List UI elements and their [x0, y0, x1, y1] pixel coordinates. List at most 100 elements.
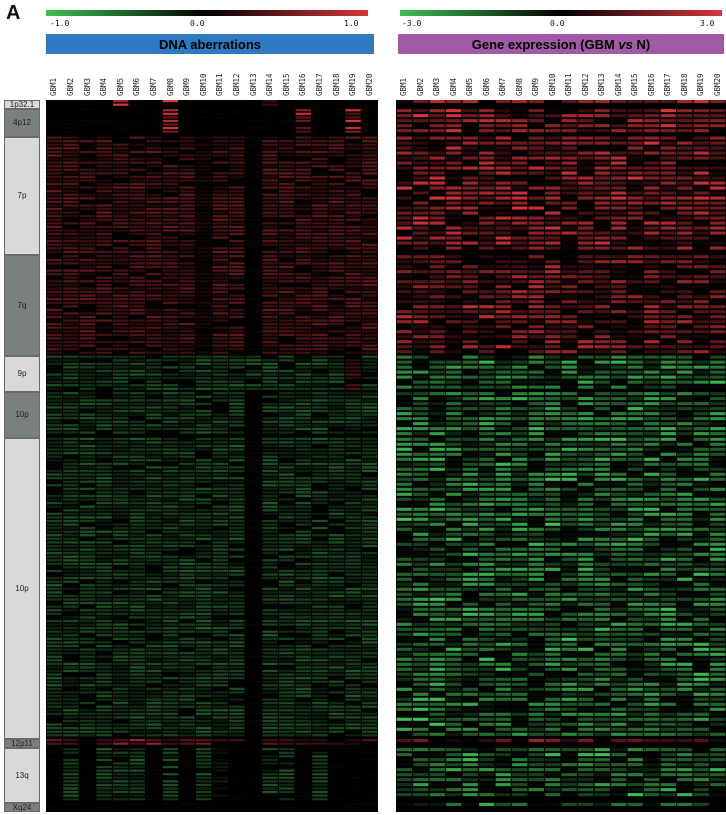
heatmap-cell — [63, 637, 79, 640]
heatmap-cell — [46, 377, 62, 380]
heatmap-cell — [113, 119, 129, 123]
heatmap-cell — [362, 734, 378, 737]
sample-label: GBM17 — [663, 73, 673, 96]
heatmap-cell — [312, 559, 328, 562]
heatmap-cell-group — [146, 802, 162, 809]
expr-scale-min: -3.0 — [402, 19, 422, 28]
heatmap-cell — [693, 129, 709, 133]
heatmap-cell — [512, 146, 528, 150]
heatmap-cell — [413, 295, 429, 299]
heatmap-cell — [229, 116, 245, 119]
heatmap-cell — [179, 301, 195, 304]
heatmap-cell — [362, 373, 378, 376]
heatmap-cell — [262, 276, 278, 279]
heatmap-cell — [212, 594, 228, 598]
heatmap-cell — [179, 193, 195, 196]
heatmap-cell — [312, 502, 328, 505]
heatmap-cell — [312, 580, 328, 583]
heatmap-cell — [129, 544, 145, 548]
heatmap-cell — [96, 452, 112, 455]
heatmap-cell — [229, 147, 245, 150]
heatmap-cell — [146, 326, 162, 329]
heatmap-cell — [245, 308, 262, 311]
heatmap-cell — [129, 762, 145, 765]
heatmap-cell-group — [479, 255, 495, 354]
heatmap-cell — [528, 305, 544, 309]
heatmap-cell — [179, 250, 195, 254]
heatmap-cell — [196, 742, 212, 745]
heatmap-cell — [611, 246, 627, 250]
heatmap-cell — [229, 652, 245, 655]
heatmap-cell — [146, 427, 162, 431]
heatmap-cell — [63, 709, 79, 712]
heatmap-cell — [212, 609, 228, 612]
heatmap-cell — [46, 580, 62, 583]
heatmap-cell — [212, 648, 228, 651]
heatmap-cell — [312, 373, 328, 376]
heatmap-cell — [295, 776, 311, 779]
heatmap-cell — [212, 154, 228, 157]
heatmap-cell — [262, 537, 278, 540]
heatmap-cell — [279, 301, 295, 304]
heatmap-cell — [295, 559, 311, 562]
heatmap-cell — [262, 197, 278, 200]
heatmap-cell — [279, 179, 295, 182]
heatmap-cell — [46, 659, 62, 662]
heatmap-cell — [79, 211, 96, 214]
heatmap-cell — [113, 136, 129, 139]
heatmap-cell-group — [129, 136, 145, 254]
heatmap-cell — [312, 509, 328, 512]
heatmap-cell — [396, 265, 412, 269]
heatmap-cell — [229, 337, 245, 340]
heatmap-cell — [295, 287, 311, 290]
heatmap-cell — [79, 566, 96, 569]
heatmap-cell — [644, 216, 660, 220]
heatmap-cell — [113, 762, 129, 765]
heatmap-cell — [63, 179, 79, 182]
heatmap-cell — [328, 727, 345, 730]
heatmap-cell — [245, 716, 262, 719]
heatmap-cell — [162, 477, 179, 480]
heatmap-cell — [328, 648, 345, 651]
heatmap-cell — [229, 552, 245, 555]
heatmap-cell-group — [113, 255, 129, 354]
heatmap-cell — [446, 275, 462, 279]
heatmap-cell — [279, 691, 295, 694]
heatmap-cell — [660, 226, 676, 230]
heatmap-cell — [262, 399, 278, 402]
heatmap-cell — [312, 452, 328, 455]
heatmap-cell — [162, 519, 179, 523]
heatmap-cell-group — [212, 100, 228, 106]
heatmap-cell — [312, 783, 328, 787]
heatmap-cell — [462, 310, 478, 314]
heatmap-cell — [312, 734, 328, 737]
heatmap-cell — [495, 206, 511, 210]
heatmap-cell — [212, 290, 228, 294]
heatmap-cell — [362, 555, 378, 558]
heatmap-cell — [146, 126, 162, 130]
heatmap-cell — [328, 530, 345, 533]
heatmap-cell — [129, 666, 145, 669]
heatmap-cell — [146, 109, 162, 112]
heatmap-cell — [245, 204, 262, 207]
heatmap-cell — [162, 652, 179, 655]
heatmap-cell — [245, 609, 262, 612]
heatmap-cell — [79, 112, 96, 115]
heatmap-cell-group — [113, 136, 129, 254]
heatmap-cell — [79, 516, 96, 519]
heatmap-cell — [229, 305, 245, 308]
heatmap-cell — [129, 473, 145, 476]
heatmap-cell-group — [162, 437, 179, 737]
heatmap-cell — [179, 395, 195, 398]
heatmap-cell — [196, 373, 212, 376]
heatmap-cell — [79, 602, 96, 605]
heatmap-cell — [710, 119, 726, 123]
heatmap-cell — [46, 798, 62, 801]
heatmap-cell — [262, 427, 278, 431]
heatmap-cell — [262, 247, 278, 250]
heatmap-cell — [328, 619, 345, 623]
heatmap-cell — [129, 373, 145, 376]
heatmap-cell — [362, 229, 378, 232]
heatmap-cell — [113, 222, 129, 225]
heatmap-cell-group — [179, 100, 195, 106]
